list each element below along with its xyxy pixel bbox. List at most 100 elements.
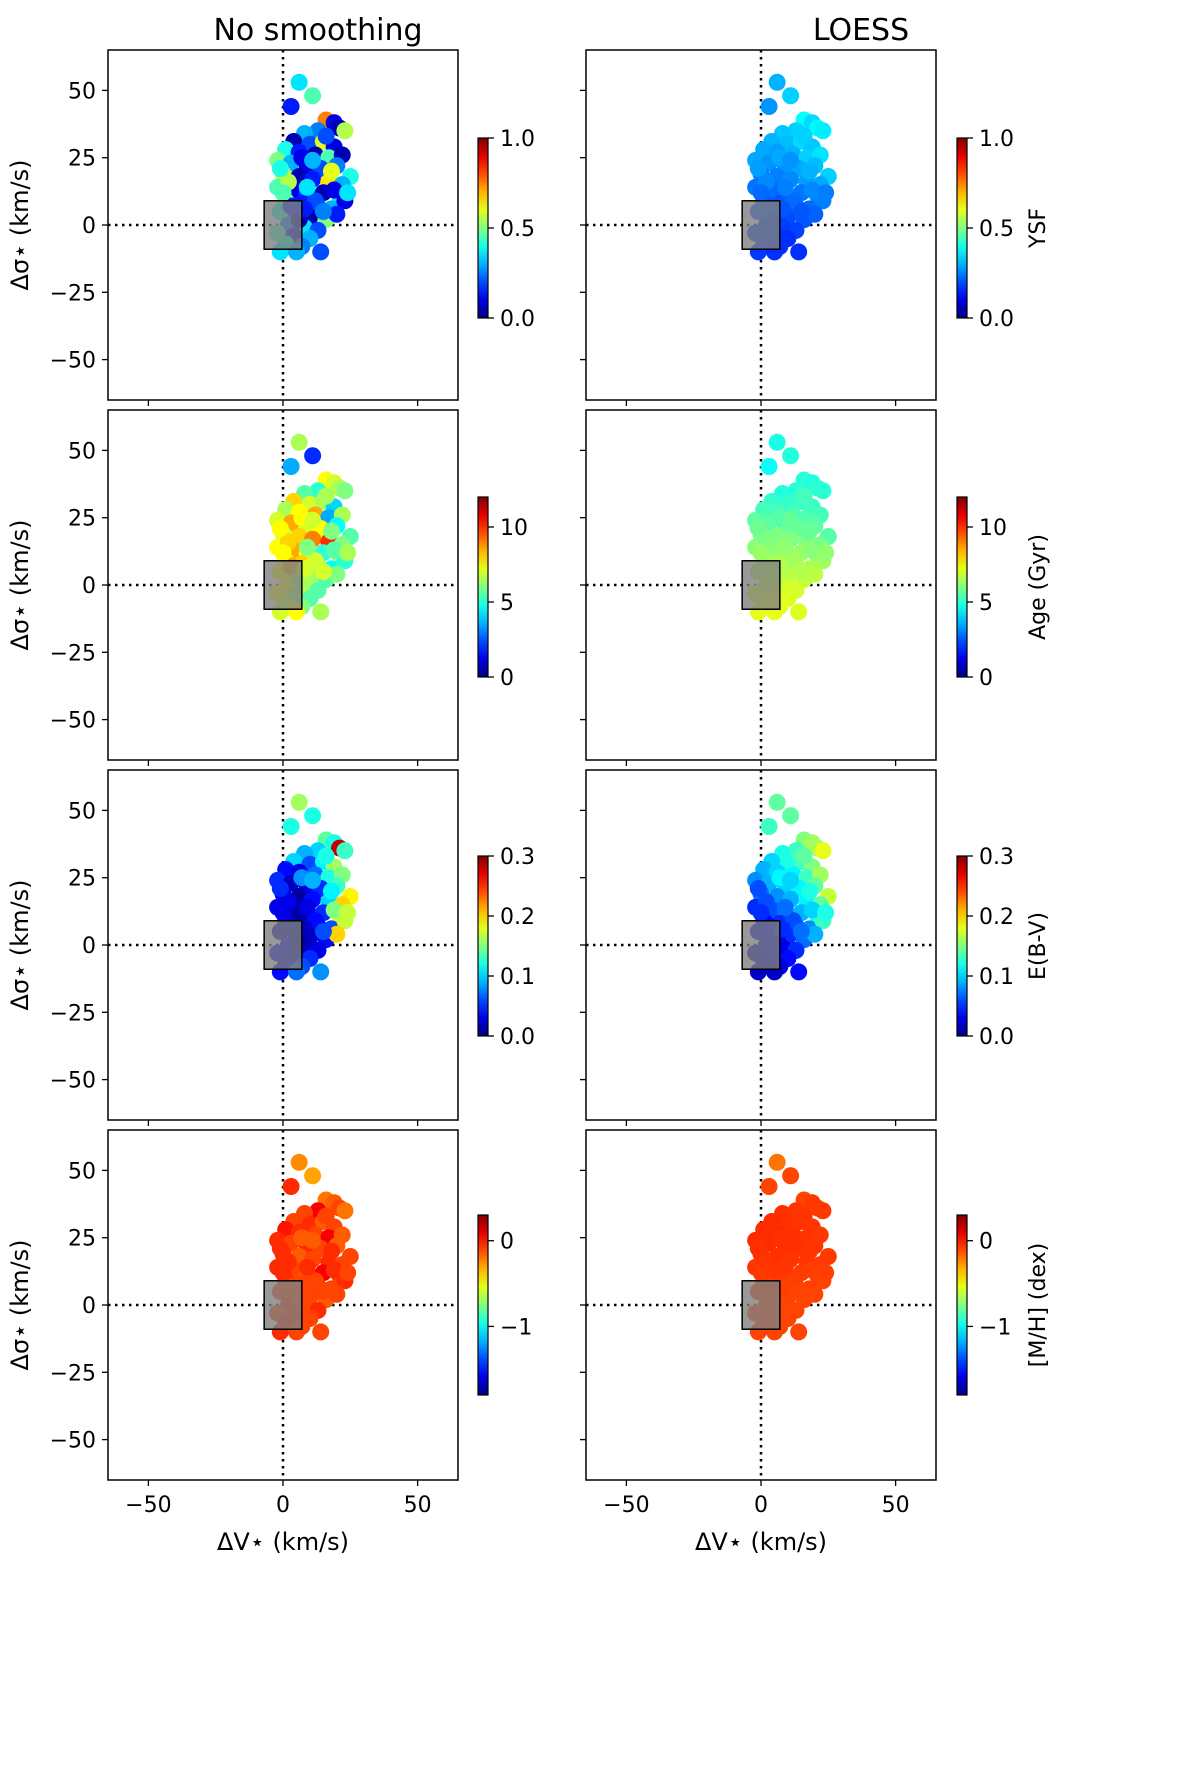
y-tick-label: 25 xyxy=(68,1227,96,1252)
colorbar-label: YSF xyxy=(1026,208,1051,249)
scatter-point xyxy=(290,73,308,91)
scatter-point xyxy=(322,522,340,540)
scatter-point xyxy=(817,184,835,202)
colorbar-tick-label: 5 xyxy=(979,591,993,616)
colorbar-tick-label: −1 xyxy=(979,1315,1011,1340)
scatter-point xyxy=(782,447,800,465)
scatter-point xyxy=(806,205,824,223)
colorbar-tick-label: 0.0 xyxy=(500,1025,535,1050)
scatter-point xyxy=(760,1178,778,1196)
scatter-point xyxy=(325,541,343,559)
y-axis-label: Δσ⋆ (km/s) xyxy=(6,1240,34,1371)
scatter-point xyxy=(803,1261,821,1279)
scatter-point xyxy=(752,1264,770,1282)
column-title-left: No smoothing xyxy=(213,13,422,48)
scatter-point xyxy=(317,1207,335,1225)
scatter-point xyxy=(304,807,322,825)
scatter-point xyxy=(800,162,818,180)
scatter-point xyxy=(782,807,800,825)
x-axis-label: ΔV⋆ (km/s) xyxy=(217,1528,349,1556)
scatter-point xyxy=(792,203,810,221)
panel-ebv-none: −50 −25 0 25 50 Δσ⋆ (km/s) xyxy=(6,769,459,1126)
scatter-point xyxy=(274,544,292,562)
colorbar-mh-loess: −1 0 [M/H] (dex) xyxy=(956,1214,1051,1396)
scatter-point xyxy=(314,203,332,221)
scatter-point xyxy=(298,898,316,916)
colorbar-label: [M/H] (dex) xyxy=(1026,1243,1051,1367)
scatter-point xyxy=(339,1264,357,1282)
colorbar-tick-label: 0.1 xyxy=(979,965,1014,990)
x-tick-label: 50 xyxy=(404,1493,432,1518)
colorbar-age-loess: 0 5 10 Age (Gyr) xyxy=(956,496,1051,691)
scatter-point xyxy=(328,565,346,583)
colorbar-ysf-loess: 0.0 0.5 1.0 YSF xyxy=(956,127,1051,332)
panel-mh-loess: −50 0 50 ΔV⋆ (km/s) xyxy=(580,1129,937,1556)
colorbar-tick-label: 0 xyxy=(979,666,993,691)
y-tick-label: 50 xyxy=(68,1159,96,1184)
scatter-point xyxy=(814,122,832,140)
colorbar-tick-label: 10 xyxy=(979,516,1007,541)
scatter-point xyxy=(776,538,794,556)
y-tick-label: 50 xyxy=(68,439,96,464)
scatter-point xyxy=(298,178,316,196)
scatter-point xyxy=(304,1231,322,1249)
scatter-point xyxy=(317,847,335,865)
scatter-point xyxy=(768,433,786,451)
colorbar-tick-label: 0.2 xyxy=(979,905,1014,930)
scatter-point xyxy=(749,1239,767,1257)
scatter-point xyxy=(749,879,767,897)
scatter-point xyxy=(814,1202,832,1220)
y-tick-label: 0 xyxy=(82,1294,96,1319)
scatter-point xyxy=(776,1258,794,1276)
x-tick-label: −50 xyxy=(603,1493,649,1518)
y-tick-label: 50 xyxy=(68,799,96,824)
scatter-point xyxy=(271,1239,289,1257)
scatter-point xyxy=(760,98,778,116)
reference-box xyxy=(263,920,303,970)
colorbar-ebv-loess: 0.0 0.1 0.2 0.3 E(B-V) xyxy=(956,845,1051,1050)
scatter-point xyxy=(336,122,354,140)
colorbar-ysf-none: 0.0 0.5 1.0 xyxy=(477,127,535,332)
colorbar-tick-label: 10 xyxy=(500,516,528,541)
x-tick-label: 50 xyxy=(882,1493,910,1518)
scatter-point xyxy=(274,1264,292,1282)
scatter-point xyxy=(304,1167,322,1185)
colorbar-tick-label: 0.0 xyxy=(500,307,535,332)
scatter-point xyxy=(760,458,778,476)
scatter-point xyxy=(317,487,335,505)
colorbar-gradient xyxy=(477,496,489,678)
scatter-point xyxy=(803,541,821,559)
colorbar-tick-label: 5 xyxy=(500,591,514,616)
scatter-point xyxy=(325,1261,343,1279)
y-tick-label: −50 xyxy=(50,349,96,374)
scatter-point xyxy=(282,1178,300,1196)
panel-age-loess xyxy=(580,409,937,766)
scatter-point xyxy=(304,87,322,105)
scatter-point xyxy=(271,519,289,537)
scatter-point xyxy=(328,205,346,223)
scatter-point xyxy=(274,184,292,202)
colorbar-tick-label: 1.0 xyxy=(500,127,535,152)
reference-box xyxy=(263,200,303,250)
scatter-point xyxy=(782,511,800,529)
x-tick-label: 0 xyxy=(276,1493,290,1518)
scatter-point xyxy=(271,159,289,177)
scatter-point xyxy=(336,482,354,500)
scatter-point xyxy=(282,818,300,836)
scatter-point xyxy=(790,1323,808,1341)
scatter-point xyxy=(314,1283,332,1301)
colorbar-age-none: 0 5 10 xyxy=(477,496,528,691)
scatter-point xyxy=(768,1153,786,1171)
scatter-point xyxy=(814,842,832,860)
panel-mh-none: −50 −25 0 25 50 −50 0 50 Δσ⋆ (km/s) ΔV⋆ (km/s) xyxy=(6,1129,459,1556)
colorbar-tick-label: 0.2 xyxy=(500,905,535,930)
colorbar-tick-label: 0 xyxy=(979,1230,993,1255)
colorbar-label: E(B-V) xyxy=(1026,912,1051,980)
scatter-point xyxy=(304,447,322,465)
scatter-point xyxy=(298,1258,316,1276)
colorbar-label: Age (Gyr) xyxy=(1026,534,1051,640)
scatter-point xyxy=(312,963,330,981)
scatter-point xyxy=(768,73,786,91)
colorbar-mh-none: −1 0 xyxy=(477,1214,532,1396)
